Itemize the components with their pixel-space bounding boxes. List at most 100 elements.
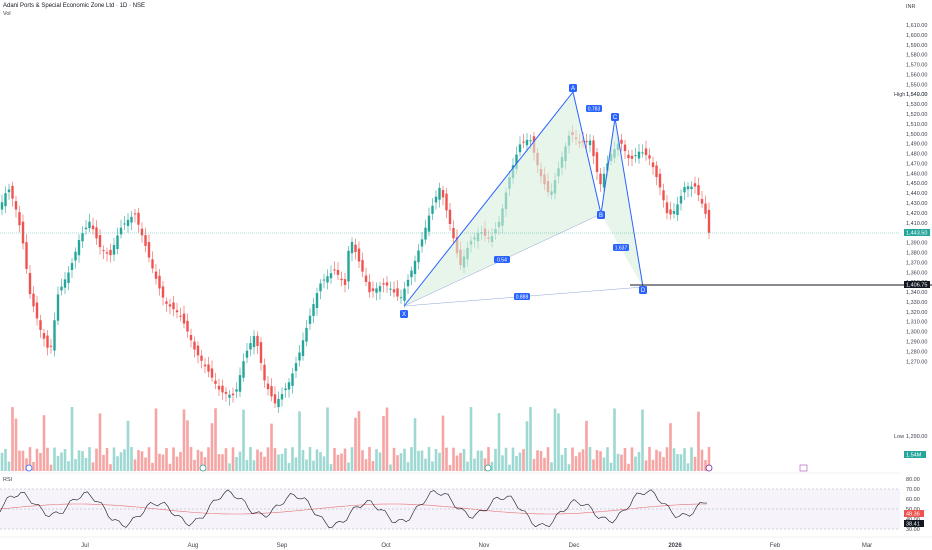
- price-tick-label: 1,420.00: [906, 211, 927, 217]
- candle-body: [137, 212, 140, 225]
- candle-body: [301, 340, 305, 356]
- candle-body: [119, 227, 123, 235]
- volume-bar: [179, 451, 182, 471]
- volume-bar: [11, 407, 14, 471]
- volume-bar: [553, 408, 557, 471]
- volume-bar: [441, 415, 445, 471]
- candle-body: [385, 282, 389, 286]
- volume-bar: [378, 452, 382, 471]
- candle-body: [280, 394, 284, 400]
- candle-body: [354, 244, 357, 253]
- candle-body: [431, 205, 434, 214]
- candle-body: [130, 216, 133, 223]
- candle-body: [648, 155, 651, 159]
- price-tick-label: 1,570.00: [906, 63, 927, 69]
- volume-bar: [487, 447, 490, 471]
- candle-body: [679, 195, 683, 204]
- candle-body: [193, 341, 196, 350]
- candle-body: [315, 293, 319, 308]
- candle-body: [525, 139, 529, 146]
- candle-body: [336, 269, 340, 275]
- candle-body: [382, 283, 385, 285]
- volume-bar: [245, 459, 249, 471]
- volume-bar: [494, 448, 497, 471]
- time-axis[interactable]: Jul Aug Sep Oct Nov Dec 2026 Feb Mar: [81, 543, 872, 549]
- price-tick-label: 1,320.00: [906, 310, 927, 316]
- volume-bar: [683, 448, 686, 471]
- volume-bar: [420, 450, 424, 471]
- candle-body: [35, 302, 39, 319]
- x-tick-sep: Sep: [277, 543, 288, 549]
- volume-indicator-label: Vol: [3, 11, 11, 17]
- volume-bar: [546, 447, 550, 471]
- candle-body: [67, 272, 70, 283]
- volume-bar: [595, 450, 599, 471]
- volume-bar: [242, 409, 245, 471]
- candle-body: [242, 361, 245, 378]
- volume-bar: [235, 457, 238, 471]
- candle-body: [697, 185, 700, 196]
- candle-body: [70, 263, 74, 271]
- rsi-tick-label: 70.00: [906, 487, 920, 493]
- volume-bar: [700, 449, 704, 471]
- volume-bar: [382, 416, 385, 471]
- volume-bar: [119, 452, 123, 471]
- volume-bar: [298, 411, 301, 471]
- volume-bar: [56, 455, 60, 471]
- volume-bar: [347, 462, 350, 471]
- candle-body: [39, 320, 42, 330]
- candle-body: [284, 388, 287, 391]
- volume-bar: [427, 447, 431, 471]
- volume-bar: [592, 459, 595, 471]
- price-tick-label: 1,550.00: [906, 82, 927, 88]
- volume-bar: [182, 409, 186, 471]
- volume-bar: [53, 447, 56, 471]
- ratio-ab-label: 0.783: [588, 107, 601, 113]
- event-markers[interactable]: [25, 464, 808, 472]
- price-tick-label: 1,450.00: [906, 181, 927, 187]
- candle-body: [210, 368, 214, 378]
- candle-body: [7, 189, 11, 193]
- volume-bar: [231, 447, 235, 471]
- candle-body: [182, 313, 186, 324]
- volume-bar: [294, 457, 298, 471]
- price-tick-label: 1,510.00: [906, 122, 927, 128]
- candle-body: [102, 250, 105, 252]
- volume-bar: [385, 407, 389, 471]
- volume-value-badge: 1.54M: [906, 453, 922, 459]
- volume-bar: [301, 449, 305, 471]
- volume-bar: [329, 464, 333, 471]
- candle-body: [189, 335, 193, 341]
- volume-bar: [669, 423, 672, 471]
- candle-body: [676, 204, 679, 216]
- volume-bar: [77, 450, 81, 471]
- candle-body: [704, 203, 707, 214]
- volume-bar: [431, 461, 434, 471]
- candle-body: [326, 276, 329, 283]
- price-tick-label: 1,580.00: [906, 53, 927, 59]
- candle-body: [644, 148, 648, 156]
- volume-bar: [375, 449, 378, 471]
- volume-bar: [98, 413, 102, 471]
- rsi-tick-label: 30.00: [906, 527, 920, 533]
- x-tick-jul: Jul: [81, 543, 89, 549]
- volume-bar: [312, 460, 315, 471]
- volume-bar: [105, 447, 109, 471]
- price-axis[interactable]: 1,610.00 1,600.00 1,590.00 1,580.00 1,570.00…: [906, 23, 927, 365]
- volume-bar: [665, 447, 669, 471]
- candle-body: [333, 269, 336, 271]
- volume-bar: [508, 464, 511, 471]
- volume-bar: [130, 447, 133, 471]
- candle-body: [434, 196, 438, 203]
- volume-bar: [459, 452, 462, 471]
- volume-bar: [340, 453, 343, 471]
- candle-body: [238, 375, 242, 392]
- candle-body: [305, 327, 308, 342]
- price-tick-label: 1,360.00: [906, 270, 927, 276]
- price-tick-label: 1,590.00: [906, 43, 927, 49]
- candle-body: [655, 165, 658, 178]
- volume-bar: [564, 447, 567, 471]
- volume-bar: [49, 464, 53, 471]
- candle-body: [165, 301, 168, 304]
